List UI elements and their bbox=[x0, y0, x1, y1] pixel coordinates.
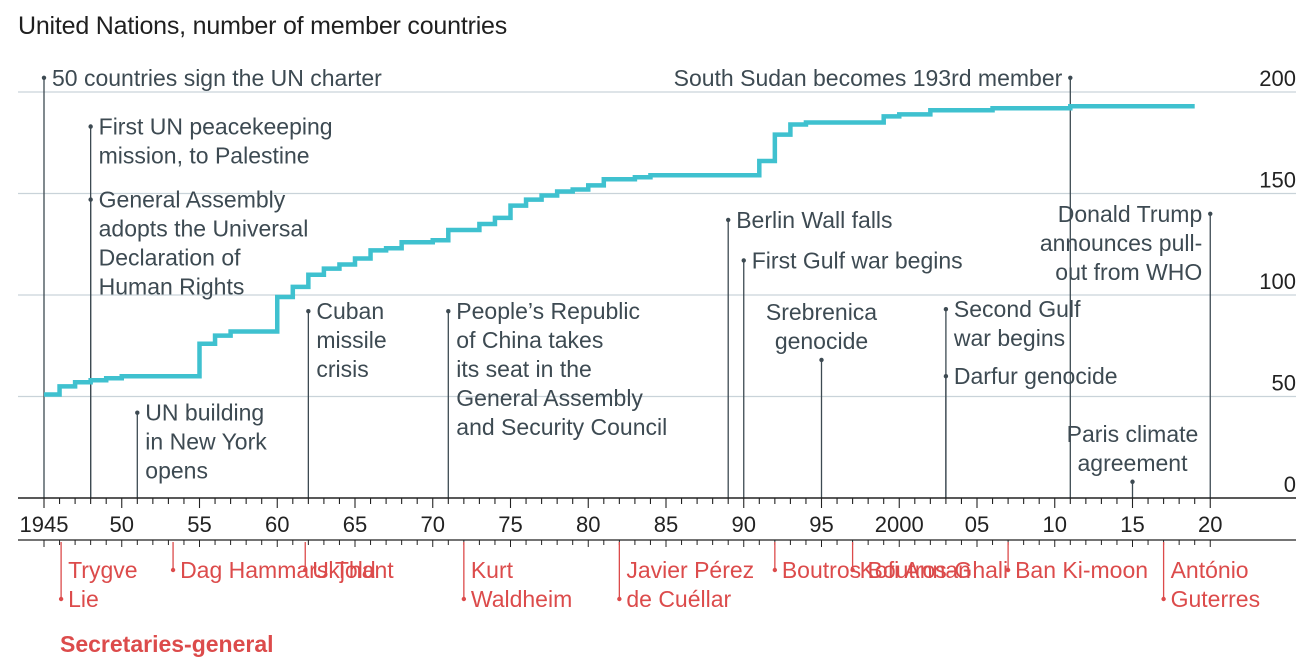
annotation-dot bbox=[1130, 479, 1135, 484]
annotation-text: 50 countries sign the UN charter bbox=[52, 65, 382, 91]
annotation-text: UN building bbox=[145, 400, 264, 426]
annotation-text: crisis bbox=[316, 356, 368, 382]
annotation-text: agreement bbox=[1078, 450, 1189, 476]
sg-name: Kurt bbox=[471, 557, 514, 583]
x-tick-label: 80 bbox=[576, 512, 600, 537]
sg-name: Boutros Boutros-Ghali bbox=[782, 557, 1008, 583]
sg-dot bbox=[170, 567, 176, 573]
annotation-dot bbox=[446, 309, 451, 314]
sg-name: de Cuéllar bbox=[626, 586, 731, 612]
annotation-dot bbox=[1208, 211, 1213, 216]
annotation-text: genocide bbox=[775, 328, 868, 354]
annotation-dot bbox=[943, 374, 949, 379]
y-tick-label: 0 bbox=[1284, 472, 1296, 497]
annotation-text: announces pull- bbox=[1040, 230, 1202, 256]
sg-dot bbox=[617, 596, 622, 602]
sg-name: Waldheim bbox=[471, 586, 572, 612]
annotation-text: South Sudan becomes 193rd member bbox=[674, 65, 1063, 91]
sg-dot bbox=[1005, 567, 1011, 573]
annotation-text: General Assembly bbox=[99, 187, 286, 213]
sg-name: Guterres bbox=[1171, 586, 1260, 612]
x-tick-label: 20 bbox=[1198, 512, 1222, 537]
x-tick-label: 1945 bbox=[20, 512, 69, 537]
annotation-text: of China takes bbox=[456, 327, 603, 353]
x-tick-label: 60 bbox=[265, 512, 289, 537]
annotation-text: opens bbox=[145, 458, 208, 484]
sg-name: U Thant bbox=[312, 557, 394, 583]
sg-dot bbox=[58, 596, 64, 602]
annotation-text: Paris climate bbox=[1067, 421, 1199, 447]
y-axis-labels: 0 50 100 150 200 bbox=[1259, 66, 1296, 497]
annotation-text: its seat in the bbox=[456, 356, 592, 382]
x-tick-label: 90 bbox=[732, 512, 756, 537]
sg-dot bbox=[461, 596, 467, 602]
annotation-text: Cuban bbox=[316, 298, 384, 324]
annotation-labels: 50 countries sign the UN charter First UN… bbox=[52, 65, 1202, 484]
y-tick-label: 150 bbox=[1259, 168, 1296, 193]
annotation-text: Donald Trump bbox=[1058, 201, 1202, 227]
sg-name: António bbox=[1171, 557, 1249, 583]
series-layer bbox=[44, 103, 1195, 397]
gridlines bbox=[18, 91, 1296, 398]
annotation-text: General Assembly bbox=[456, 385, 643, 411]
annotation-dot bbox=[1068, 75, 1073, 80]
x-tick-label: 50 bbox=[110, 512, 134, 537]
y-tick-label: 100 bbox=[1259, 269, 1296, 294]
x-tick-label: 15 bbox=[1120, 512, 1144, 537]
y-tick-label: 50 bbox=[1272, 371, 1296, 396]
x-tick-label: 70 bbox=[421, 512, 445, 537]
sg-heading: Secretaries-general bbox=[60, 631, 274, 657]
annotation-dot bbox=[88, 197, 93, 202]
annotation-dot bbox=[726, 217, 731, 223]
annotation-text: Srebrenica bbox=[766, 299, 877, 325]
sg-name: Trygve bbox=[68, 557, 137, 583]
member-count-line bbox=[44, 103, 1195, 397]
sg-name: Javier Pérez bbox=[626, 557, 754, 583]
sg-dot bbox=[303, 567, 308, 573]
x-tick-label: 65 bbox=[343, 512, 367, 537]
x-axis: 1945 50 55 60 65 70 75 80 85 90 95 2000 05 10 15 20 bbox=[18, 497, 1296, 547]
sg-dot bbox=[1161, 596, 1166, 602]
x-tick-label: 75 bbox=[498, 512, 522, 537]
annotation-leaders bbox=[41, 75, 1213, 498]
annotation-dot bbox=[943, 307, 949, 312]
x-tick-label: 85 bbox=[654, 512, 678, 537]
annotation-text: and Security Council bbox=[456, 414, 667, 440]
chart-title: United Nations, number of member countri… bbox=[18, 12, 508, 40]
x-tick-label: 2000 bbox=[875, 512, 924, 537]
annotation-text: war begins bbox=[953, 325, 1065, 351]
annotation-text: missile bbox=[316, 327, 386, 353]
x-tick-label: 95 bbox=[809, 512, 833, 537]
annotation-dot bbox=[741, 258, 746, 263]
annotation-text: adopts the Universal bbox=[99, 216, 309, 242]
annotation-text: mission, to Palestine bbox=[99, 143, 310, 169]
annotation-dot bbox=[306, 309, 311, 314]
sg-name: Kofi Annan bbox=[860, 557, 971, 583]
x-tick-label: 55 bbox=[187, 512, 211, 537]
annotation-text: Human Rights bbox=[99, 274, 245, 300]
annotation-text: Darfur genocide bbox=[954, 363, 1118, 389]
annotation-text: Berlin Wall falls bbox=[736, 207, 892, 233]
y-tick-label: 200 bbox=[1259, 66, 1296, 91]
annotation-text: in New York bbox=[145, 429, 267, 455]
annotation-dot bbox=[88, 124, 93, 129]
sg-name: Ban Ki-moon bbox=[1015, 557, 1148, 583]
sg-name: Lie bbox=[68, 586, 99, 612]
annotation-dot bbox=[41, 75, 47, 80]
annotation-text: People’s Republic bbox=[456, 298, 640, 324]
sg-dot bbox=[850, 567, 855, 573]
annotation-dot bbox=[135, 410, 140, 415]
sg-name: Dag Hammarskjold bbox=[180, 557, 376, 583]
sg-dot bbox=[772, 567, 778, 573]
annotation-text: First Gulf war begins bbox=[752, 247, 963, 273]
annotation-dot bbox=[819, 357, 824, 363]
annotation-text: First UN peacekeeping bbox=[99, 114, 333, 140]
annotation-text: Second Gulf bbox=[954, 296, 1081, 322]
annotation-text: Declaration of bbox=[99, 245, 242, 271]
annotation-text: out from WHO bbox=[1055, 259, 1202, 285]
x-tick-label: 10 bbox=[1043, 512, 1067, 537]
x-tick-label: 05 bbox=[965, 512, 989, 537]
